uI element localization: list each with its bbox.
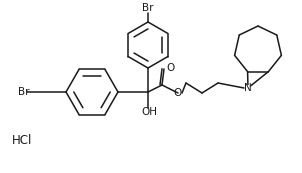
Text: O: O	[166, 63, 174, 73]
Text: N: N	[244, 83, 252, 93]
Text: HCl: HCl	[12, 134, 32, 147]
Text: Br: Br	[18, 87, 30, 97]
Text: Br: Br	[142, 3, 154, 13]
Text: OH: OH	[141, 107, 157, 117]
Text: O: O	[174, 88, 182, 98]
